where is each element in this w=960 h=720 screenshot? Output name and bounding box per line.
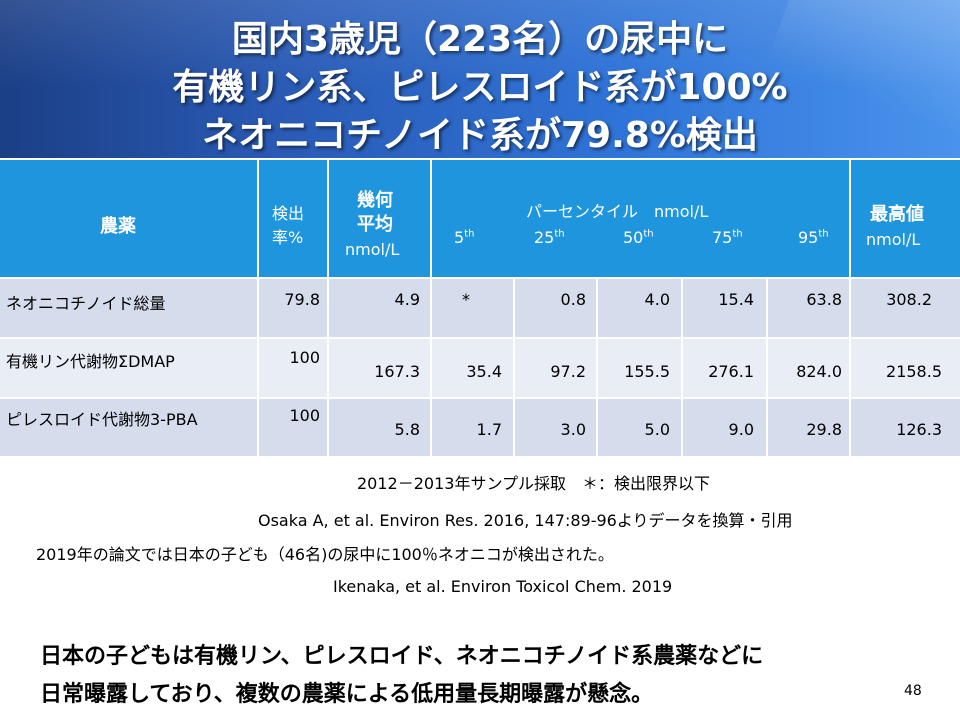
header-max-unit: nmol/L	[866, 230, 921, 249]
row-3-p25: 3.0	[560, 420, 586, 439]
row-2-geomean: 167.3	[374, 362, 420, 381]
header-p50: 50th	[623, 228, 654, 247]
table-header	[0, 160, 960, 278]
header-p75: 75th	[712, 228, 743, 247]
row-3-p5: 1.7	[476, 420, 502, 439]
row-3-max: 126.3	[896, 420, 942, 439]
column-divider	[849, 160, 851, 456]
row-3-p75: 9.0	[728, 420, 754, 439]
row-2-max: 2158.5	[886, 362, 942, 381]
row-1-max: 308.2	[886, 290, 932, 309]
column-divider	[513, 278, 515, 456]
header-max: 最高値	[870, 204, 924, 225]
row-3-p95: 29.8	[806, 420, 842, 439]
citation-osaka: Osaka A, et al. Environ Res. 2016, 147:8…	[258, 511, 793, 530]
row-2-rate: 100	[289, 348, 320, 367]
citation-ikenaka: Ikenaka, et al. Environ Toxicol Chem. 20…	[333, 577, 673, 596]
header-geo-mean-1: 幾何	[357, 190, 393, 211]
row-divider	[0, 337, 960, 339]
row-2-p50: 155.5	[624, 362, 670, 381]
page-number: 48	[904, 683, 922, 699]
row-divider	[0, 277, 960, 279]
column-divider	[327, 160, 329, 456]
header-p5: 5th	[454, 228, 475, 247]
row-1-geomean: 4.9	[394, 290, 420, 309]
banner-gloss	[0, 0, 960, 158]
column-divider	[596, 278, 598, 456]
row-1-p75: 15.4	[718, 290, 754, 309]
header-pesticide: 農薬	[100, 216, 136, 237]
row-divider	[0, 397, 960, 399]
row-2-name: 有機リン代謝物ΣDMAP	[6, 352, 175, 371]
row-1-rate: 79.8	[284, 290, 320, 309]
header-geo-mean-2: 平均	[357, 214, 393, 235]
table-row	[0, 278, 960, 338]
data-table: 農薬 検出 率% 幾何 平均 nmol/L パーセンタイル nmol/L 5th…	[0, 160, 960, 456]
header-geo-mean-unit: nmol/L	[345, 240, 400, 259]
row-3-geomean: 5.8	[394, 420, 420, 439]
row-1-p50: 4.0	[644, 290, 670, 309]
column-divider	[430, 160, 432, 456]
row-1-p95: 63.8	[806, 290, 842, 309]
header-p25: 25th	[534, 228, 565, 247]
finding-2019: 2019年の論文では日本の子ども（46名)の尿中に100％ネオニコが検出された。	[36, 545, 614, 564]
conclusion-line-1: 日本の子どもは有機リン、ピレスロイド、ネオニコチノイド系農薬などに	[40, 644, 764, 669]
column-divider	[766, 278, 768, 456]
row-2-p75: 276.1	[708, 362, 754, 381]
row-2-p95: 824.0	[796, 362, 842, 381]
row-1-p25: 0.8	[560, 290, 586, 309]
row-3-rate: 100	[289, 406, 320, 425]
title-line-2: 有機リン系、ピレスロイド系が100%	[172, 67, 788, 108]
row-1-name: ネオニコチノイド総量	[6, 294, 166, 313]
header-p95: 95th	[798, 228, 829, 247]
title-line-1: 国内3歳児（223名）の尿中に	[231, 19, 729, 60]
row-3-p50: 5.0	[644, 420, 670, 439]
sampling-note: 2012－2013年サンプル採取 ＊：検出限界以下	[357, 474, 710, 493]
column-divider	[257, 160, 259, 456]
header-detect-rate-2: 率%	[272, 228, 304, 247]
row-2-p25: 97.2	[550, 362, 586, 381]
column-divider	[681, 278, 683, 456]
row-1-p5: *	[462, 290, 470, 309]
header-detect-rate-1: 検出	[272, 204, 305, 223]
title-line-3: ネオニコチノイド系が79.8%検出	[202, 115, 758, 156]
title-banner: 国内3歳児（223名）の尿中に 有機リン系、ピレスロイド系が100% ネオニコチ…	[0, 0, 960, 158]
table-row	[0, 398, 960, 456]
header-percentile: パーセンタイル nmol/L	[526, 202, 709, 221]
conclusion-line-2: 日常曝露しており、複数の農薬による低用量長期曝露が懸念。	[40, 682, 654, 707]
table-row	[0, 338, 960, 398]
row-3-name: ピレスロイド代謝物3-PBA	[6, 410, 198, 429]
row-2-p5: 35.4	[466, 362, 502, 381]
